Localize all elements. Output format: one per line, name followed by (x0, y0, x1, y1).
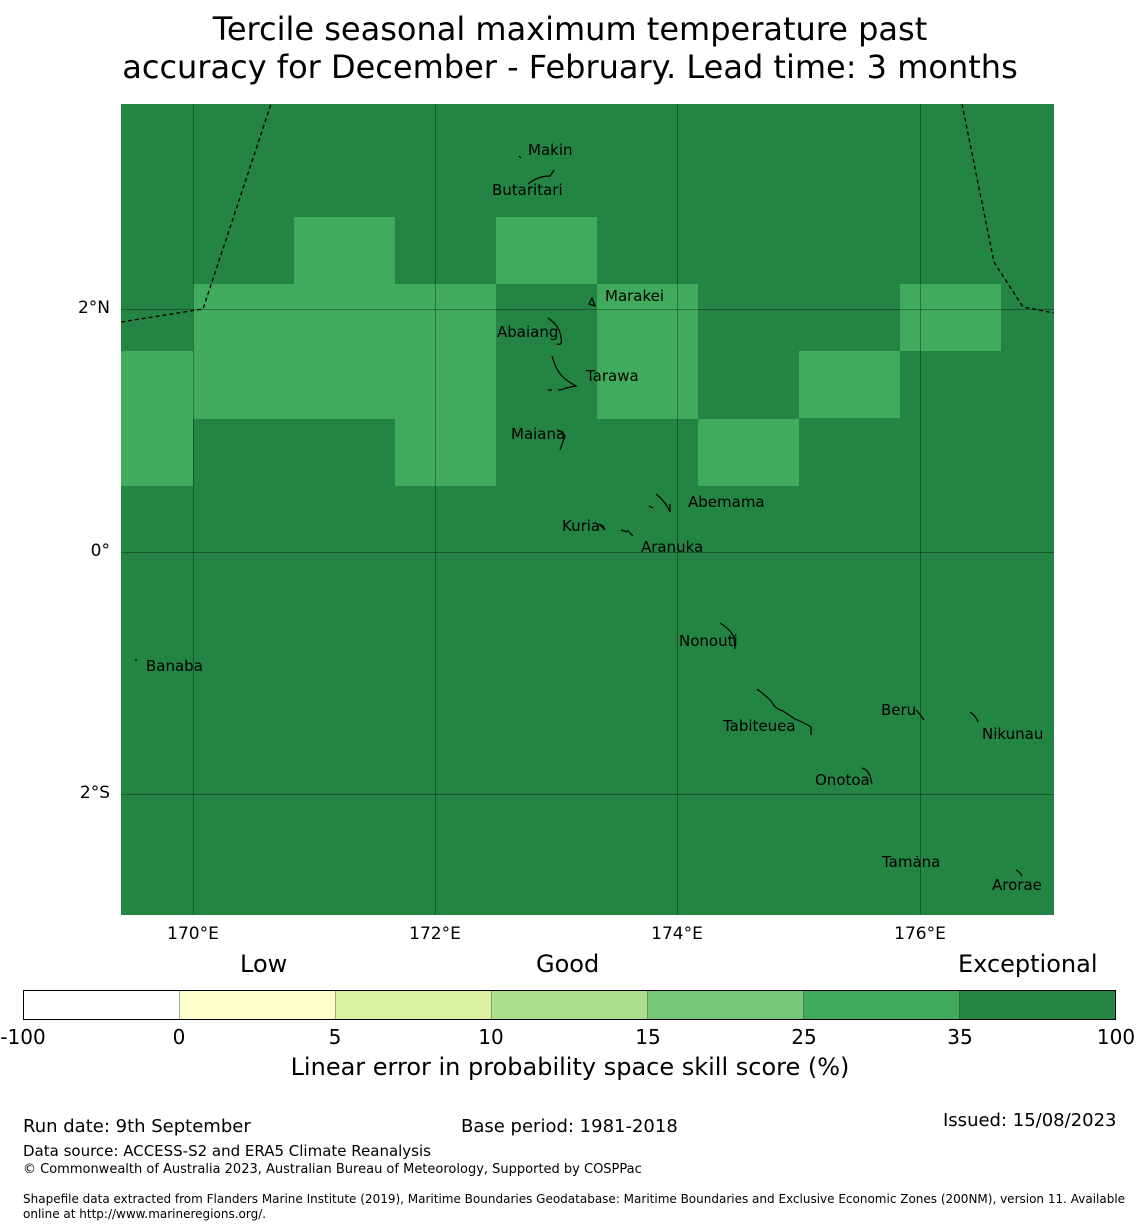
tabiteuea-island-shape (756, 688, 812, 735)
nonouti-island-shape (719, 622, 736, 650)
colorbar-tick: 15 (635, 1025, 661, 1049)
colorbar-tick: 25 (791, 1025, 817, 1049)
label-abemama: Abemama (688, 493, 765, 511)
label-nonouti: Nonouti (679, 632, 738, 650)
label-tabiteuea: Tabiteuea (723, 717, 796, 735)
maiana-island-shape (556, 429, 566, 451)
y-tick-2n: 2°N (77, 298, 110, 318)
x-tick-172e: 172°E (409, 924, 461, 944)
title-line-2: accuracy for December - February. Lead t… (122, 48, 1018, 86)
kuria-island-shape (598, 523, 606, 531)
eez-boundary-west (121, 104, 272, 323)
colorbar-tick: 100 (1096, 1025, 1136, 1049)
label-makin: Makin (528, 141, 573, 159)
colorbar-segment (960, 991, 1115, 1019)
map-cell-very-good (294, 217, 395, 284)
legend-category-low: Low (240, 950, 288, 978)
map-cell-very-good (900, 284, 1001, 351)
chart-title: Tercile seasonal maximum temperature pas… (0, 10, 1140, 86)
parallel-0 (121, 552, 1054, 553)
label-tamana: Tamana (882, 853, 941, 871)
marakei-island-shape (588, 296, 597, 307)
onotoa-island-shape (861, 767, 873, 785)
label-beru: Beru (881, 701, 917, 719)
label-maiana: Maiana (511, 425, 566, 443)
colorbar-label: Linear error in probability space skill … (290, 1053, 850, 1081)
colorbar-tick: 0 (172, 1025, 186, 1049)
beru-island-shape (915, 709, 925, 721)
meridian-170e (193, 104, 194, 915)
map-cell-very-good (395, 419, 496, 486)
meridian-172e (435, 104, 436, 915)
map-cell-very-good (597, 284, 698, 419)
colorbar-segment (648, 991, 804, 1019)
arorae-island-shape (1015, 869, 1023, 877)
colorbar-tick: -100 (0, 1025, 46, 1049)
legend-category-good: Good (536, 950, 600, 978)
map-cell-very-good (698, 419, 799, 486)
butaritari-island-shape (527, 169, 555, 185)
colorbar-segment (24, 991, 180, 1019)
y-tick-2s: 2°S (79, 783, 110, 803)
meridian-176e (920, 104, 921, 915)
abemama-island-shape (648, 493, 671, 513)
label-nikunau: Nikunau (982, 725, 1044, 743)
colorbar-segment (180, 991, 336, 1019)
data-source: Data source: ACCESS-S2 and ERA5 Climate … (23, 1142, 431, 1160)
label-butaritari: Butaritari (492, 181, 563, 199)
label-arorae: Arorae (992, 876, 1042, 894)
colorbar-tick: 5 (328, 1025, 342, 1049)
meridian-174e (677, 104, 678, 915)
map-cell-very-good (121, 351, 193, 486)
colorbar (23, 990, 1116, 1020)
skill-map: Makin Butaritari Marakei Abaiang Tarawa … (121, 104, 1054, 915)
map-cell-very-good (799, 351, 900, 418)
label-abaiang: Abaiang (497, 323, 559, 341)
issued-date: Issued: 15/08/2023 (943, 1110, 1117, 1131)
map-cell-very-good (496, 217, 597, 284)
label-marakei: Marakei (605, 287, 665, 305)
map-cell-very-good (193, 284, 496, 419)
run-date: Run date: 9th September (23, 1116, 251, 1137)
copyright: © Commonwealth of Australia 2023, Austra… (23, 1162, 642, 1177)
aranuka-island-shape (620, 529, 634, 537)
parallel-2n (121, 309, 1054, 310)
label-kuria: Kuria (562, 517, 601, 535)
x-tick-176e: 176°E (894, 924, 946, 944)
y-tick-0: 0° (90, 541, 110, 561)
nikunau-island-shape (969, 711, 979, 723)
shapefile-credit-line-2: online at http://www.marineregions.org/. (23, 1207, 267, 1221)
tarawa-island-shape (548, 355, 578, 391)
colorbar-tick: 35 (947, 1025, 973, 1049)
label-aranuka: Aranuka (641, 538, 704, 556)
map-outlines (121, 104, 1054, 877)
x-tick-170e: 170°E (167, 924, 219, 944)
parallel-2s (121, 794, 1054, 795)
base-period: Base period: 1981-2018 (461, 1116, 678, 1137)
makin-island-shape (518, 155, 522, 159)
colorbar-segment (336, 991, 492, 1019)
colorbar-segment (492, 991, 648, 1019)
title-line-1: Tercile seasonal maximum temperature pas… (212, 10, 928, 48)
eez-boundary-east (961, 104, 1054, 314)
label-banaba: Banaba (146, 657, 203, 675)
legend-category-exceptional: Exceptional (958, 950, 1098, 978)
tamana-island-shape (915, 855, 919, 858)
x-tick-174e: 174°E (651, 924, 703, 944)
shapefile-credit-line-1: Shapefile data extracted from Flanders M… (23, 1192, 1126, 1206)
label-tarawa: Tarawa (586, 367, 639, 385)
label-onotoa: Onotoa (815, 771, 870, 789)
abaiang-island-shape (547, 317, 563, 345)
colorbar-tick: 10 (478, 1025, 504, 1049)
colorbar-segment (804, 991, 960, 1019)
